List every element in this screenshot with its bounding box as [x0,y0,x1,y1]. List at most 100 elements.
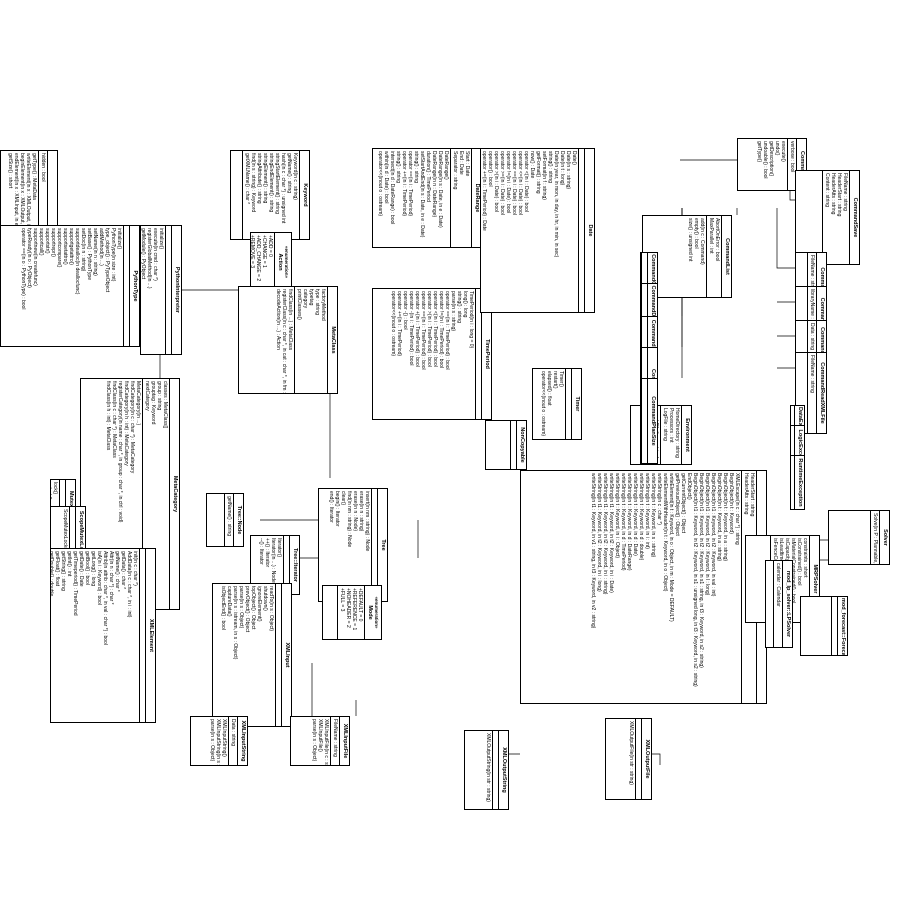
operations-section [237,151,242,239]
class-title: Action [277,253,283,271]
attribute-line: HeaderStart : string [836,173,842,217]
class-name: XMLInput [281,584,291,726]
operations-section: readTo(in s : Object) shutdown() ignoreEle… [219,584,275,726]
class-box-xmloutputfile: XMLOutputFile XMLOutputFile(in str : stri… [605,718,652,800]
relationship-line [300,385,331,478]
class-name: PythonType [129,226,139,346]
operation-line: parse(in s : Object) [238,586,244,629]
stereotype-label: «enumeration» [284,245,289,278]
attribute-line: +ADD = 0 [267,235,273,257]
attributes-section: Solve(in P : Plannable, in V : void) [870,511,879,565]
operation-line: operator <(in i : Date) : bool [523,151,529,213]
attributes-section: getName() : string [224,494,233,546]
operation-line: getCurrentObject() : Object [680,473,686,534]
attributes-section: AbortOnError : bool MaxParallel : int [706,216,721,297]
class-name: NonCopyable [516,421,526,469]
attribute-line: find(in s : string) : Keyword [250,153,256,213]
operation-line: writeString(in t : Keyword, in d : Date) [632,473,638,556]
operation-line: elapsed() : float [546,371,552,406]
operation-line: Date(in year, in mon, in day, in hr, in … [553,151,559,258]
class-name: Timer [571,369,581,439]
attributes-section: +DEFAULT = 0 +REFERENCE = 1 +NOHEADER = 2 +… [337,586,364,639]
operation-line: setBase() : PythonType [86,228,92,280]
operation-line: add(in c : Command) [699,218,705,265]
class-title: XMLOutputFile [644,739,650,779]
class-box-keyword: Keyword Keyword(in c : string) getName() :… [230,150,310,240]
class-title: Environment [684,418,690,452]
operation-line: BeginObject(in t : Keyword, in a : strin… [716,473,722,562]
operation-line: registerClass(in c : char *, in cat : ch… [281,289,287,394]
operation-line: operator >(in i : TimePeriod) : bool [426,291,432,367]
class-box-noncopyable: NonCopyable [485,420,527,470]
attribute-line: typetag [308,289,314,306]
operation-line: topObject() : Object [250,586,256,630]
operation-line: operator +(in i : TimePeriod) : bool [414,291,420,367]
class-name: CommandSave [849,171,859,264]
operation-line: operator <=(in i : Date) : bool [517,151,523,215]
operation-line: XMLOutputString(in str : string) [485,733,491,802]
operation-line: Attrib(in attrib : char *, in val : char… [102,551,108,645]
operations-section: XMLEscape(in c : char *) : string BeginOb… [589,471,741,703]
attributes-section [123,226,129,346]
class-box-pythoninterpreter: PythonInterpreter initialize() execute(in … [140,225,182,355]
operation-line: execute(in cmd : char *) [152,228,158,281]
operation-line: getDouble() : double [50,551,54,597]
attribute-line: FileName : string [809,355,815,393]
operation-line: PythonType(in size : int) [110,228,116,282]
attributes-section: +ADD = 0 +CHANGE = 1 +ADD_CHANGE = 2 +REMOV… [250,233,274,291]
class-name: CommandList [721,216,731,297]
operation-line: size() : unsigned int [687,218,693,262]
operation-line: writeString(in t1 : Keyword, in t2 : Key… [596,473,602,592]
attribute-line: Data : string [230,719,236,746]
class-box-xmlinputfile: XMLInputFile FileName : string XMLInputFil… [290,716,350,766]
attributes-section [139,549,145,722]
operations-section [817,171,822,264]
class-box-xmlinput: XMLInput readTo(in s : Object) shutdown() i… [212,583,292,727]
class-box-daterange: DateRange Start : Date End : Date Separator… [372,148,482,248]
operation-line: type_object() : PyTypeObject [104,228,110,293]
attributes-section: Keyword(in c : string) getName() : string… [242,151,299,239]
class-name: RuntimeException [794,456,804,509]
class-box-metaclass: MetaClass factoryMethod type : string typet… [238,286,338,394]
attribute-line: HomeDirectory : string [674,408,680,458]
operation-line: writeString(in t1 : Keyword, in t2 : Key… [608,473,614,593]
operation-line: restart() [552,371,558,389]
operation-line: TimePeriod(in i : long = 0) [468,291,474,349]
attribute-line: HeaderAtts : string [830,173,836,215]
attribute-line: hash(in c : char *) : unsigned int [280,153,286,224]
operation-line: writeElementWithHeader(in t : Keyword, i… [662,473,668,592]
attribute-line: getName() : string [226,496,232,537]
class-title: mod_forecast::ForecastSolver [840,598,846,656]
operation-line: isObjectEnd() : bool [220,586,226,630]
operation-line: setStartAndEnd(in s : Date, in e : Date) [419,151,425,238]
class-title: Date [587,224,593,237]
operation-line: operator >(in i : Date) : bool [493,151,499,213]
class-box-xmlelement: XMLElement init(in c : char *) AddData(in … [50,548,156,723]
attributes-section [790,456,794,509]
operation-line: readTo(in s : Object) [268,586,274,632]
operation-line: intersect(in d : DateRange) : bool [389,151,395,225]
attribute-line: calendar : Calendar [775,563,781,607]
operation-line: XMLInputFile(in c : string) [323,719,329,766]
class-title: CommandList [724,238,730,275]
operation-line: Date(in t : long) [559,151,565,186]
class-box-xmlinputstring: XMLInputString Data : string XMLInputStrin… [190,716,248,766]
class-name: Environment [681,406,691,464]
attributes-section: calendar : Calendar [773,561,782,647]
class-box-treenode: Tree::Node getName() : string [206,493,244,547]
operation-line: shutdown() [262,586,268,611]
class-box-xmloutput: XMLOutputHeaderStart : stringHeaderAtts … [520,470,767,704]
attributes-section [578,149,584,312]
operation-line: initialize() [116,228,122,250]
operation-line: supportnew(in createfunc) [32,228,38,286]
class-title: XMLOutputString [501,747,507,793]
operation-line: undoable() : bool [762,141,768,179]
operation-line: supportsetattro() [62,228,68,265]
operation-line: init(in c : char *) [132,551,138,586]
class-box-commandplansize: CommandPlanSize [640,378,658,464]
class-name: Tree::Node [233,494,243,546]
operation-line: ignoreElement() [256,586,262,622]
operations-section [219,494,224,546]
operation-line: operator ==(in i : TimePeriod) [407,151,413,217]
